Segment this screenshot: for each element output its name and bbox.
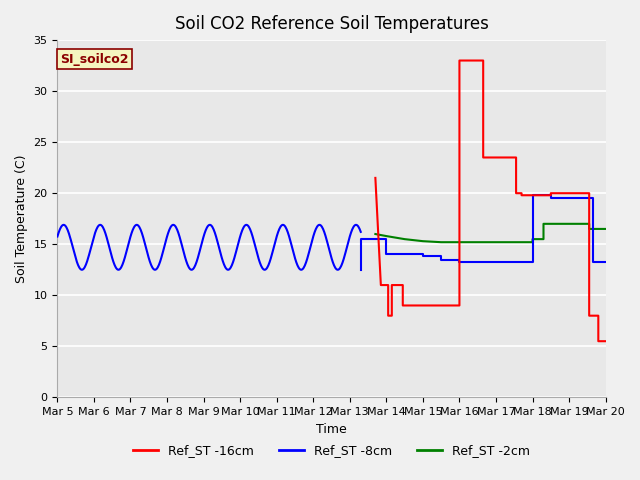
Text: SI_soilco2: SI_soilco2 — [60, 53, 129, 66]
Legend: Ref_ST -16cm, Ref_ST -8cm, Ref_ST -2cm: Ref_ST -16cm, Ref_ST -8cm, Ref_ST -2cm — [128, 440, 535, 463]
Title: Soil CO2 Reference Soil Temperatures: Soil CO2 Reference Soil Temperatures — [175, 15, 488, 33]
Y-axis label: Soil Temperature (C): Soil Temperature (C) — [15, 155, 28, 283]
X-axis label: Time: Time — [316, 422, 347, 436]
